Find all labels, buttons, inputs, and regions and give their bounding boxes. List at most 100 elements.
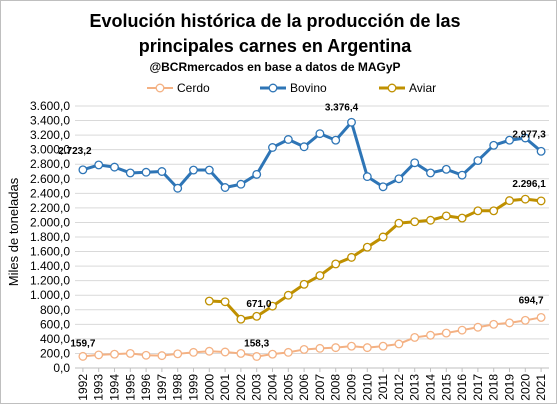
data-point-cerdo — [378, 341, 388, 351]
data-point-aviar — [473, 206, 483, 216]
data-point-aviar — [315, 271, 325, 281]
x-tick-label: 2000 — [202, 374, 216, 401]
y-tick-label: 2.200,0 — [30, 201, 70, 215]
data-point-bovino — [362, 172, 372, 182]
data-point-bovino — [520, 133, 530, 143]
data-point-bovino — [347, 117, 356, 127]
x-tick-label: 1992 — [76, 374, 90, 401]
data-point-cerdo — [536, 312, 546, 322]
data-point-aviar — [426, 215, 435, 225]
y-axis-label: Miles de toneladas — [6, 177, 21, 286]
data-point-aviar — [441, 211, 451, 221]
x-tick-label: 1995 — [123, 374, 137, 401]
data-label: 671,0 — [246, 299, 271, 310]
y-tick-label: 1.200,0 — [30, 274, 70, 288]
x-tick-label: 2017 — [471, 374, 485, 401]
x-tick-label: 2019 — [503, 374, 517, 401]
y-tick-label: 2.800,0 — [30, 157, 70, 171]
data-point-bovino — [315, 129, 325, 139]
x-tick-label: 2013 — [408, 374, 422, 401]
data-point-aviar — [378, 232, 388, 242]
data-point-bovino — [473, 156, 483, 166]
data-point-cerdo — [315, 343, 325, 353]
x-axis: 1992 1993 1994 1995 1996 1997 1998 1999 2000 2001… — [75, 367, 549, 401]
data-point-cerdo — [141, 350, 151, 360]
data-point-aviar — [252, 311, 262, 321]
x-tick-label: 1999 — [187, 374, 201, 401]
y-tick-label: 3.200,0 — [30, 128, 70, 142]
data-point-aviar — [505, 196, 514, 206]
data-label: 2.977,3 — [512, 129, 546, 140]
data-point-bovino — [268, 143, 277, 152]
data-point-bovino — [489, 140, 499, 150]
series-layer — [78, 117, 546, 361]
data-point-aviar — [457, 213, 467, 223]
data-point-cerdo — [189, 347, 198, 357]
y-tick-label: 1.800,0 — [30, 230, 70, 244]
legend: Cerdo Bovino Aviar — [147, 81, 436, 95]
data-point-cerdo — [426, 330, 435, 340]
data-label: 158,3 — [244, 338, 269, 349]
legend-marker-bovino — [268, 83, 278, 93]
data-point-cerdo — [268, 349, 277, 359]
y-tick-label: 3.600,0 — [30, 99, 70, 113]
data-point-cerdo — [252, 352, 262, 361]
x-tick-label: 2005 — [281, 374, 295, 401]
data-point-aviar — [283, 290, 293, 300]
data-point-bovino — [78, 165, 88, 175]
data-point-bovino — [157, 167, 167, 176]
data-point-bovino — [394, 174, 404, 184]
y-tick-label: 400,0 — [40, 332, 70, 346]
data-point-cerdo — [94, 350, 104, 360]
data-point-cerdo — [157, 351, 167, 361]
data-point-bovino — [378, 182, 388, 192]
data-point-bovino — [457, 170, 467, 180]
data-point-cerdo — [236, 348, 246, 358]
data-point-cerdo — [125, 348, 135, 358]
data-point-cerdo — [489, 319, 499, 329]
data-point-bovino — [94, 160, 104, 170]
data-point-cerdo — [173, 349, 183, 359]
data-point-cerdo — [520, 315, 530, 325]
data-point-aviar — [299, 279, 309, 289]
y-tick-label: 3.400,0 — [30, 114, 70, 128]
data-point-cerdo — [299, 344, 309, 354]
data-point-cerdo — [505, 318, 514, 328]
data-point-aviar — [520, 194, 530, 204]
legend-marker-aviar — [387, 83, 397, 93]
legend-marker-cerdo — [155, 83, 165, 93]
y-tick-label: 2.000,0 — [30, 215, 70, 229]
data-point-aviar — [268, 301, 277, 311]
data-point-bovino — [283, 135, 293, 144]
data-point-bovino — [173, 183, 183, 193]
data-point-aviar — [220, 297, 230, 307]
x-tick-label: 2006 — [297, 374, 311, 401]
data-point-bovino — [141, 167, 151, 177]
x-tick-label: 1994 — [108, 374, 122, 401]
x-tick-label: 2016 — [455, 374, 469, 401]
data-point-bovino — [252, 169, 262, 179]
series-line-aviar — [209, 197, 542, 321]
data-point-aviar — [362, 242, 372, 252]
x-tick-label: 2014 — [424, 374, 438, 401]
data-point-bovino — [220, 183, 230, 192]
x-tick-label: 2015 — [439, 374, 453, 401]
data-point-cerdo — [78, 351, 88, 361]
data-point-aviar — [394, 218, 404, 228]
data-label: 3.376,4 — [325, 102, 359, 113]
y-tick-label: 800,0 — [40, 303, 70, 317]
y-tick-label: 1.600,0 — [30, 245, 70, 259]
data-point-bovino — [410, 158, 420, 168]
y-axis: 0,0200,0400,0600,0800,01.000,01.200,01.4… — [30, 99, 70, 375]
data-point-cerdo — [283, 347, 293, 357]
data-point-cerdo — [457, 325, 467, 335]
data-label: 2.723,2 — [58, 146, 92, 157]
data-point-bovino — [189, 165, 198, 175]
data-point-aviar — [204, 296, 214, 306]
x-tick-label: 2004 — [266, 374, 280, 401]
data-point-aviar — [536, 196, 546, 206]
data-point-cerdo — [441, 328, 451, 338]
data-point-aviar — [236, 314, 246, 324]
x-tick-label: 2008 — [329, 374, 343, 401]
